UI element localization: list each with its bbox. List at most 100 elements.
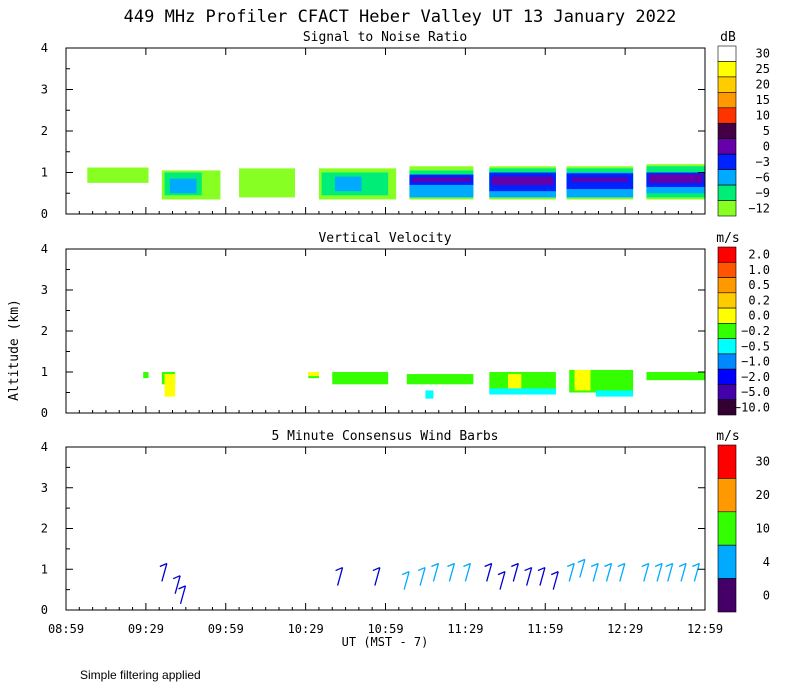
wind-barb-flag-8	[447, 562, 455, 568]
data-cell-cyan-2	[595, 390, 634, 397]
x-tick-label: 11:59	[527, 622, 563, 636]
wind-barb-25	[693, 563, 700, 582]
wind-barb-12	[512, 563, 519, 582]
wind-barb-22	[656, 563, 663, 582]
legend-label: 0	[763, 588, 770, 602]
data-cell-yellow-3	[574, 369, 591, 391]
legend-swatch	[717, 138, 737, 155]
data-cell-yellow-0	[164, 374, 176, 397]
legend-swatch	[717, 277, 737, 294]
vertical-velocity-panel: Vertical Velocity 0 1 2 3 4 m/s 2.01.00.50.2 0.0…	[41, 231, 770, 420]
legend-swatch	[717, 292, 737, 309]
legend-swatch	[717, 323, 737, 339]
wind-barb-19	[605, 563, 613, 582]
legend-label: 30	[756, 47, 770, 61]
wind-barb-flag-0	[159, 562, 168, 568]
legend-label: 1.0	[748, 263, 770, 277]
wind-barb-24	[680, 563, 687, 582]
wind-barb-flag-16	[566, 562, 575, 568]
plot-frame	[65, 446, 706, 611]
legend-swatch	[717, 353, 737, 370]
legend-label: −3	[756, 155, 770, 169]
wind-barb-3	[336, 567, 344, 586]
legend-swatch	[717, 368, 737, 385]
y-tick-label: 0	[41, 603, 48, 617]
wind-barb-flag-23	[665, 562, 673, 568]
legend-swatch	[717, 61, 737, 78]
wind-barb-flag-2	[178, 585, 186, 590]
legend-swatch	[717, 246, 737, 263]
wind-barb-6	[419, 567, 426, 586]
panel-title: 5 Minute Consensus Wind Barbs	[272, 429, 499, 444]
y-tick-label: 0	[41, 406, 48, 420]
legend-label: 0.5	[748, 278, 770, 292]
legend-label: −10.0	[734, 400, 770, 414]
legend-label: 30	[756, 455, 770, 469]
wind-barb-flag-10	[484, 562, 492, 568]
legend-swatch	[717, 338, 737, 355]
legend-label: 15	[756, 93, 770, 107]
wind-barb-flag-1	[172, 575, 181, 580]
panel-title: Vertical Velocity	[318, 231, 451, 246]
wind-barb-2	[179, 585, 187, 605]
x-tick-label: 11:29	[447, 622, 483, 636]
legend-label: 20	[756, 78, 770, 92]
legend-label: 20	[756, 488, 770, 502]
legend-swatch	[717, 200, 737, 217]
legend-swatch	[717, 544, 737, 579]
wind-barb-11	[499, 571, 506, 590]
y-tick-label: 2	[41, 324, 48, 338]
legend-swatch	[717, 153, 737, 170]
data-cell-purple-core-0	[412, 177, 471, 182]
wind-barb-flag-22	[654, 562, 663, 568]
y-tick-label: 2	[41, 124, 48, 138]
wind-barb-flag-24	[678, 562, 687, 568]
legend-label: 10	[756, 109, 770, 123]
y-tick-label: 2	[41, 522, 48, 536]
wind-barb-flag-18	[590, 562, 599, 568]
data-cell-green-5	[489, 372, 556, 393]
legend-swatch	[717, 511, 737, 546]
wind-barb-flag-4	[372, 566, 381, 572]
panel-title: Signal to Noise Ratio	[303, 30, 467, 45]
x-axis-label: UT (MST - 7)	[342, 635, 429, 649]
legend-swatch	[717, 107, 737, 124]
wind-barb-flag-14	[537, 566, 546, 572]
legend-label: 0.2	[748, 293, 770, 307]
legend-swatch	[717, 399, 737, 416]
legend-swatch	[717, 478, 737, 513]
y-tick-label: 1	[41, 166, 48, 180]
wind-barb-flag-7	[431, 562, 439, 568]
x-tick-label: 12:59	[687, 622, 723, 636]
wind-barb-flag-5	[401, 571, 410, 576]
data-cell-low-level-green-2	[239, 168, 295, 198]
legend-label: −6	[756, 170, 770, 184]
wind-barb-18	[592, 563, 599, 582]
wind-barb-5	[403, 571, 410, 590]
data-cell-purple-core-1	[492, 176, 554, 185]
data-cell-green-7	[646, 372, 705, 381]
wind-barb-flag-21	[641, 562, 650, 568]
data-cell-green-0	[143, 372, 149, 379]
wind-barb-flag-20	[617, 562, 626, 568]
y-tick-label: 0	[41, 207, 48, 221]
data-cell-green-4	[406, 374, 474, 385]
legend-swatch	[717, 92, 737, 109]
legend-label: −1.0	[741, 355, 770, 369]
y-tick-label: 4	[41, 440, 48, 454]
legend-label: −0.2	[741, 324, 770, 338]
snr-panel: Signal to Noise Ratio01234dB302520151050…	[41, 30, 770, 221]
data-cell-yellow-2	[507, 374, 522, 389]
y-tick-label: 1	[41, 562, 48, 576]
x-tick-label: 10:59	[367, 622, 403, 636]
wind-barb-flag-11	[497, 571, 506, 576]
wind-barb-7	[432, 563, 440, 582]
data-cell-light-blue-0	[169, 178, 197, 194]
wind-barb-flag-12	[511, 562, 519, 568]
legend-swatch	[717, 76, 737, 93]
y-tick-label: 4	[41, 242, 48, 256]
wind-barb-flag-19	[604, 562, 612, 568]
wind-barb-4	[374, 567, 381, 586]
